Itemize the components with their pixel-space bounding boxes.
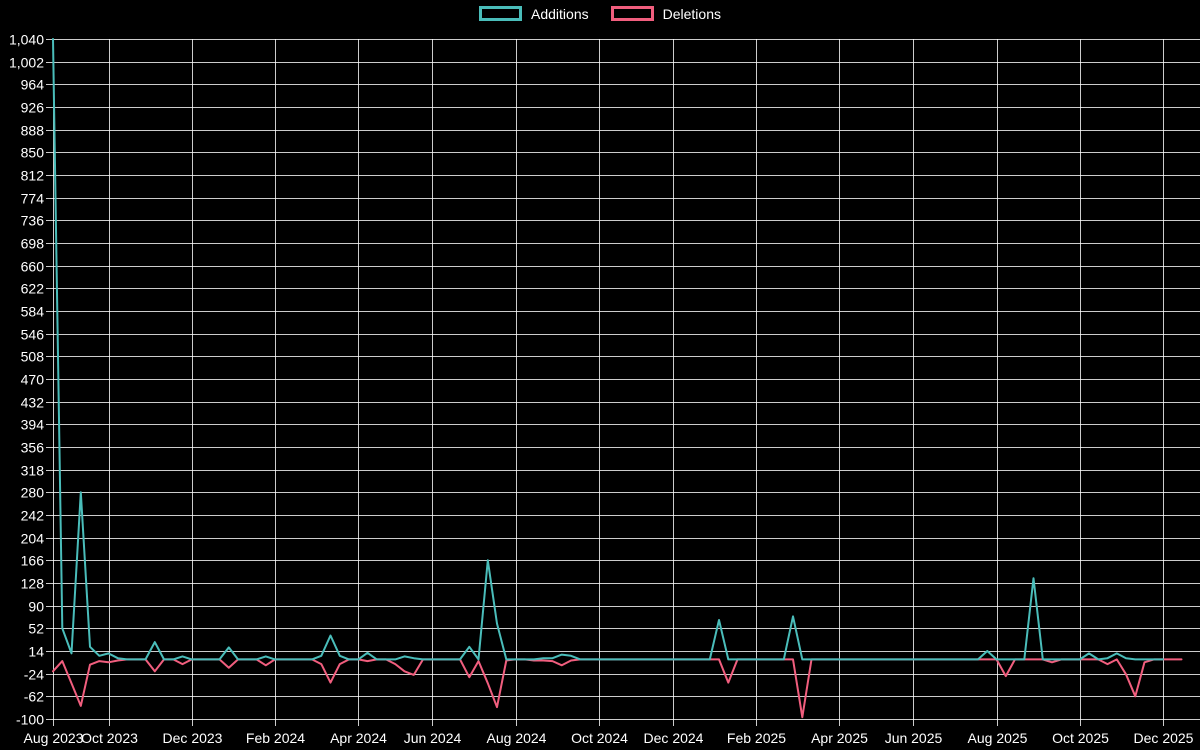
y-tick-label: 242 [21,508,45,524]
deletions-line [52,658,1183,719]
y-tick-label: 432 [21,395,45,411]
legend: Additions Deletions [0,6,1200,21]
x-tick-label: Oct 2025 [1052,730,1109,746]
x-tick-label: Apr 2025 [811,730,868,746]
y-tick-label: 394 [21,417,45,433]
x-tick-label: Jun 2024 [404,730,462,746]
x-tick-label: Dec 2023 [163,730,223,746]
x-tick-label: Aug 2025 [968,730,1028,746]
x-tick-label: Oct 2024 [571,730,628,746]
y-tick-label: 546 [21,327,45,343]
y-tick-label: 584 [21,304,45,320]
y-tick-label: 166 [21,553,45,569]
y-tick-label: 774 [21,191,45,207]
y-tick-label: -100 [16,712,44,728]
y-tick-label: 90 [28,599,44,615]
y-tick-label: 280 [21,485,45,501]
y-tick-label: 660 [21,259,45,275]
y-tick-label: 128 [21,576,45,592]
legend-item-additions[interactable]: Additions [479,6,589,21]
x-tick-label: Aug 2024 [487,730,547,746]
x-tick-label: Dec 2025 [1134,730,1194,746]
x-tick-label: Apr 2024 [330,730,387,746]
x-tick-label: Aug 2023 [24,730,84,746]
legend-label-additions: Additions [531,5,589,22]
y-tick-label: 14 [28,644,44,660]
y-tick-label: 736 [21,213,45,229]
legend-label-deletions: Deletions [662,5,721,22]
x-tick-label: Feb 2025 [727,730,786,746]
y-tick-label: -62 [24,689,44,705]
additions-swatch-icon [479,6,523,21]
y-tick-labels: 1,040 1,002 964 926 888 850 812 774 736 698 660 622… [9,32,44,728]
deletions-swatch-icon [610,6,654,21]
y-tick-label: 318 [21,463,45,479]
x-tick-label: Dec 2024 [644,730,704,746]
y-tick-label: 470 [21,372,45,388]
y-tick-label: 1,040 [9,32,44,48]
x-tick-label: Feb 2024 [246,730,305,746]
y-tick-label: 926 [21,100,45,116]
y-tick-label: 508 [21,349,45,365]
y-tick-label: 356 [21,440,45,456]
y-tick-label: 888 [21,123,45,139]
y-tick-label: 204 [21,531,45,547]
y-tick-label: -24 [24,667,44,683]
y-tick-label: 964 [21,77,45,93]
y-gridlines [46,39,1200,720]
y-tick-label: 1,002 [9,55,44,71]
legend-item-deletions[interactable]: Deletions [610,5,721,22]
y-tick-label: 52 [28,621,44,637]
y-tick-label: 812 [21,168,45,184]
y-tick-label: 850 [21,145,45,161]
additions-line [52,38,1164,661]
y-tick-label: 698 [21,236,45,252]
x-tick-label: Oct 2023 [81,730,138,746]
x-gridlines [53,39,1164,726]
y-tick-label: 622 [21,281,45,297]
x-tick-label: Jun 2025 [885,730,943,746]
